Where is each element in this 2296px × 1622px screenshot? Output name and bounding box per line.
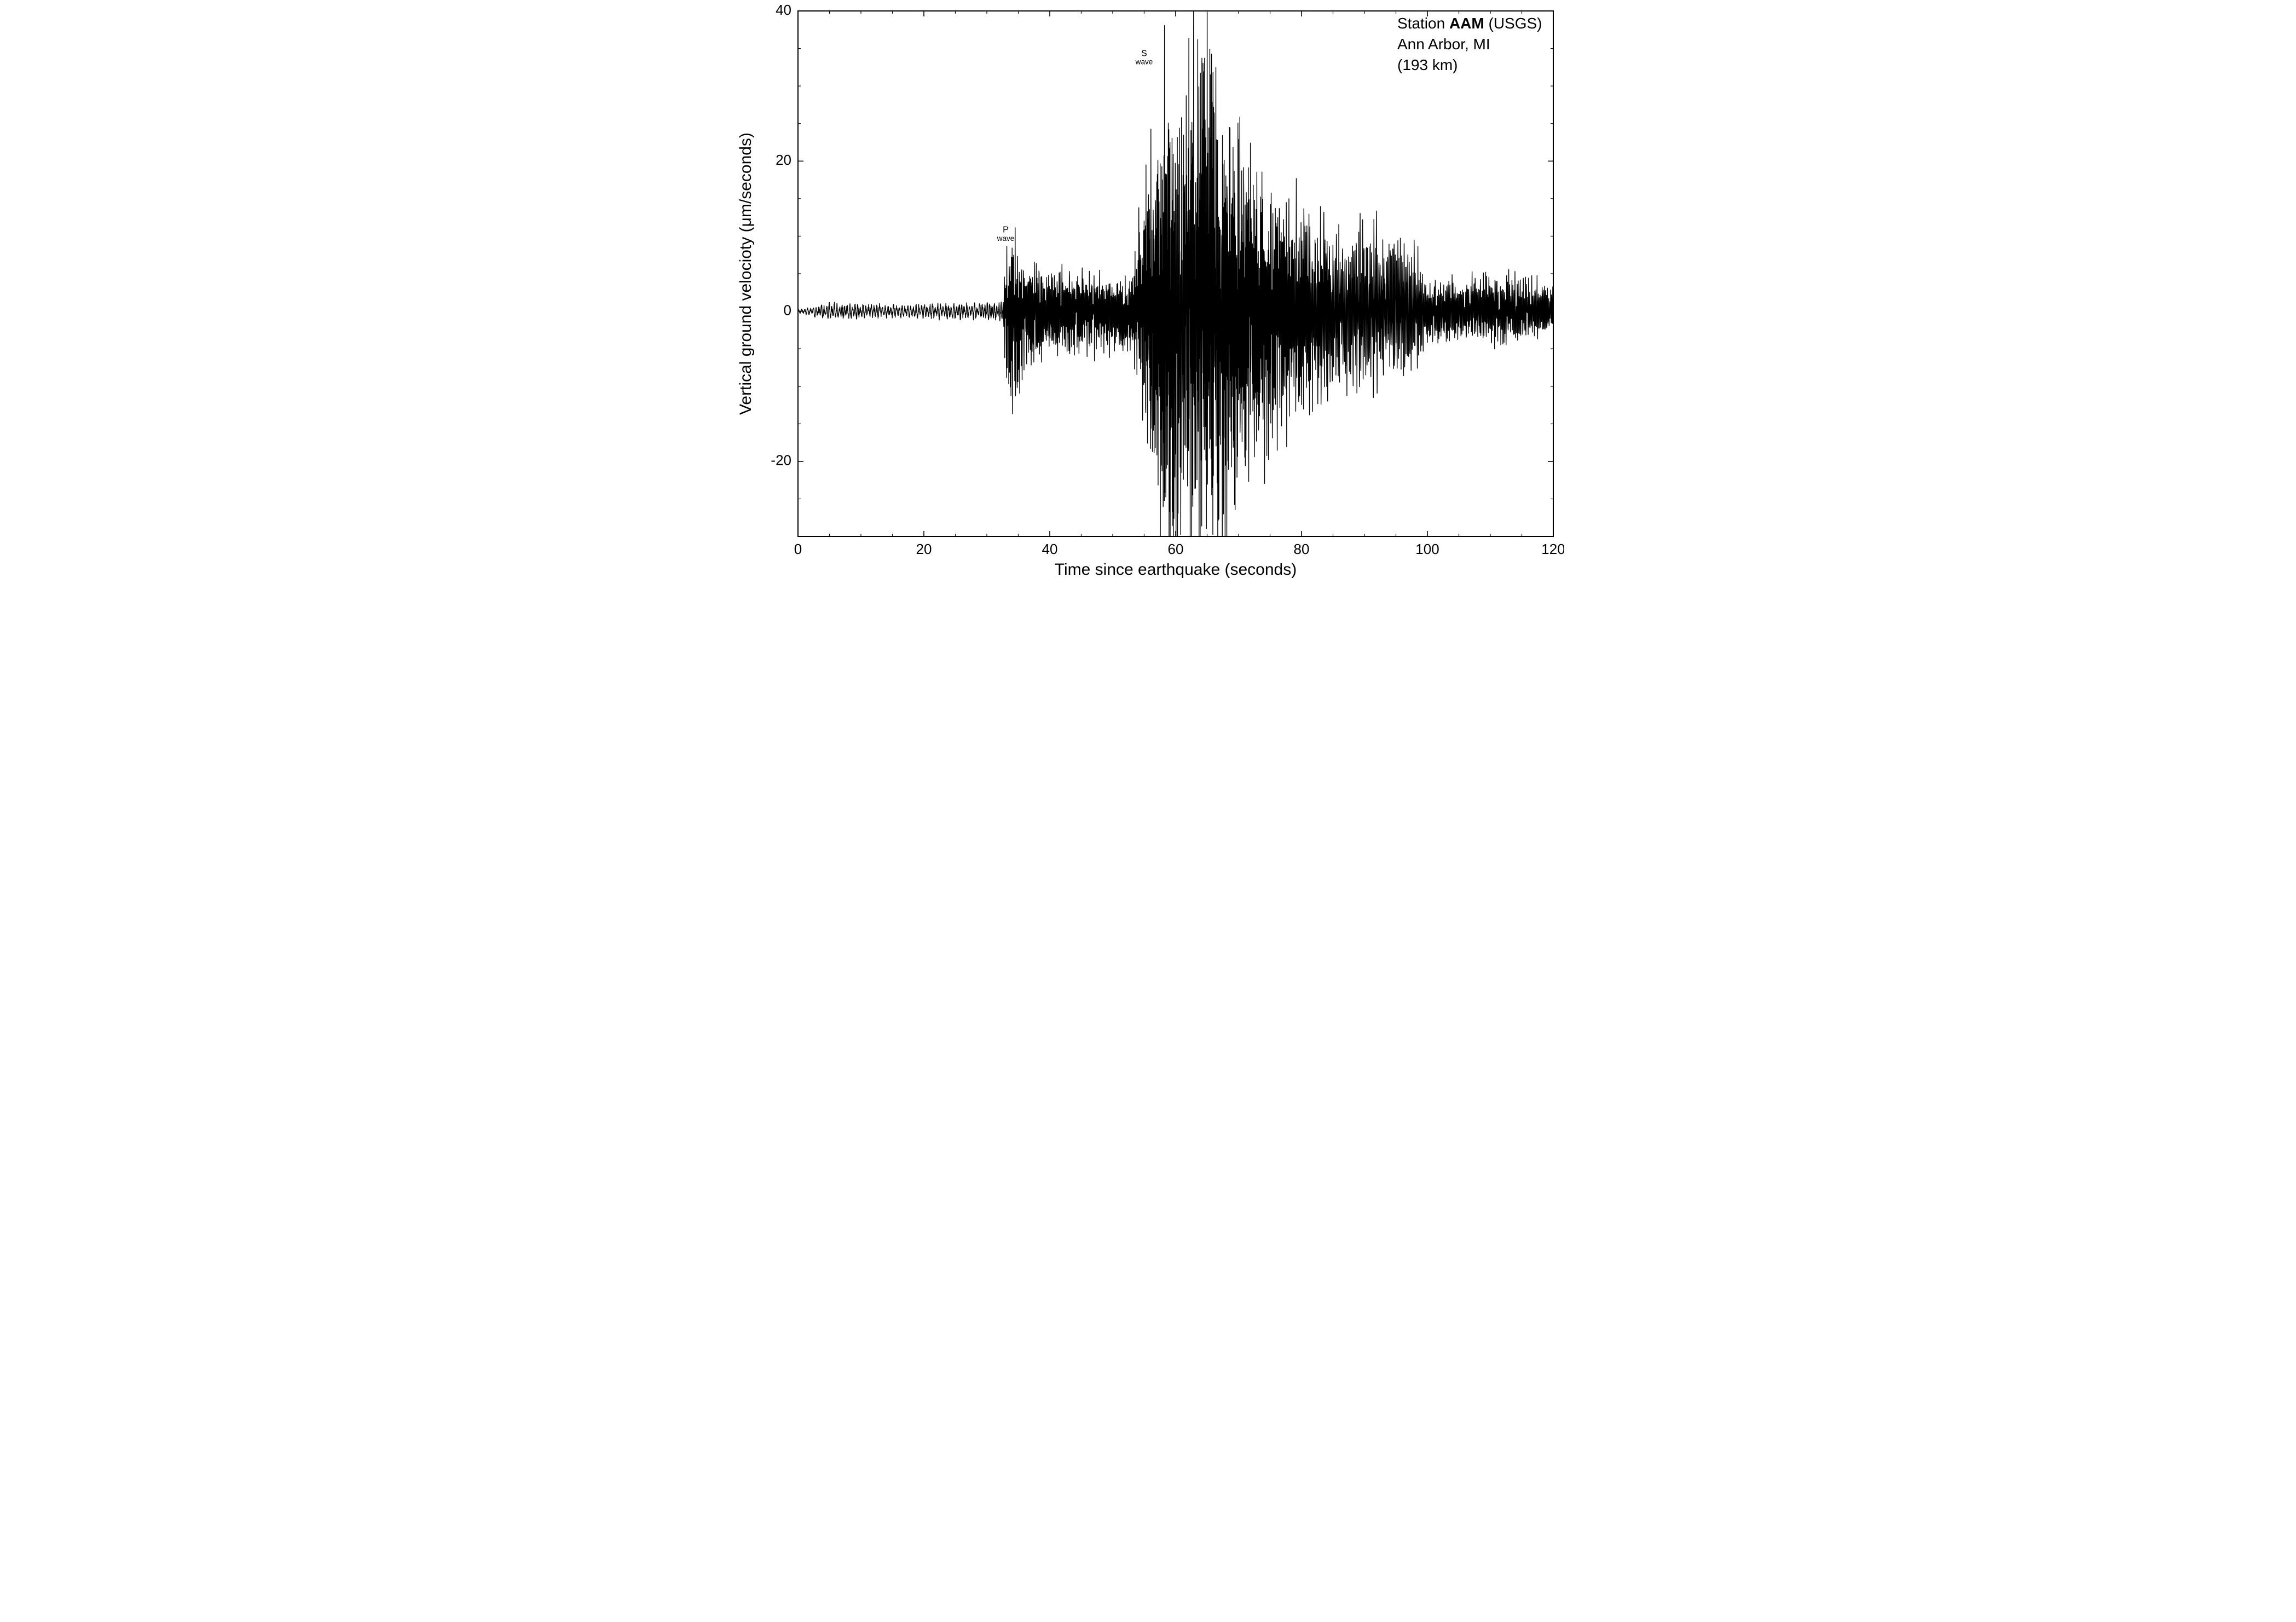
station-line-1: Station AAM (USGS) <box>1397 13 1542 34</box>
svg-text:80: 80 <box>1293 541 1309 557</box>
svg-text:-20: -20 <box>771 452 791 469</box>
svg-text:100: 100 <box>1415 541 1439 557</box>
y-axis-label: Vertical ground velocioty (μm/seconds) <box>737 132 755 415</box>
svg-text:0: 0 <box>794 541 801 557</box>
station-code: AAM <box>1449 15 1484 32</box>
station-agency: (USGS) <box>1484 15 1542 32</box>
svg-text:40: 40 <box>1042 541 1057 557</box>
svg-text:0: 0 <box>783 302 791 318</box>
svg-text:S: S <box>1141 49 1147 58</box>
station-location: Ann Arbor, MI <box>1397 34 1542 55</box>
svg-text:wave: wave <box>1135 57 1153 66</box>
y-axis-tick-labels: -20 0 20 40 <box>771 2 791 469</box>
x-axis-tick-labels: 0 20 40 60 80 100 120 <box>794 541 1564 557</box>
svg-text:20: 20 <box>776 152 791 168</box>
station-prefix: Station <box>1397 15 1449 32</box>
svg-text:40: 40 <box>776 2 791 18</box>
wave-annotations: PwaveSwave <box>996 49 1153 242</box>
svg-text:120: 120 <box>1541 541 1564 557</box>
seismogram-svg: 020406080100120 -2002040 PwaveSwave Time… <box>732 0 1564 588</box>
svg-text:20: 20 <box>916 541 932 557</box>
station-distance: (193 km) <box>1397 55 1542 76</box>
seismogram-trace <box>798 11 1553 536</box>
svg-text:wave: wave <box>996 234 1014 243</box>
x-axis-label: Time since earthquake (seconds) <box>1054 561 1296 579</box>
svg-text:P: P <box>1003 226 1009 235</box>
seismogram-figure: 020406080100120 -2002040 PwaveSwave Time… <box>732 0 1564 588</box>
station-info-box: Station AAM (USGS) Ann Arbor, MI (193 km… <box>1397 13 1542 75</box>
svg-text:60: 60 <box>1167 541 1183 557</box>
